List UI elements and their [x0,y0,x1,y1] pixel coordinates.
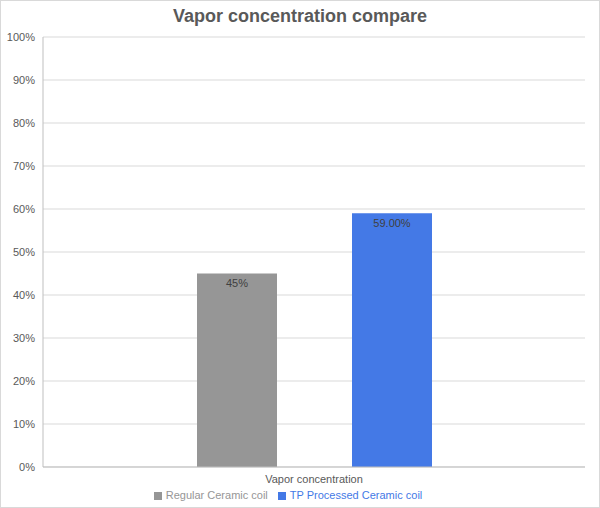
svg-text:40%: 40% [13,289,35,301]
svg-text:30%: 30% [13,332,35,344]
html-text:TP Processed Ceramic coil: TP Processed Ceramic coil [289,489,423,501]
svg-text:45%: 45% [226,277,248,289]
svg-text:60%: 60% [13,203,35,215]
svg-text:0%: 0% [19,461,35,473]
html-text:Vapor concentration compare: Vapor concentration compare [173,6,427,26]
svg-text:100%: 100% [8,31,35,43]
svg-text:20%: 20% [13,375,35,387]
svg-text:70%: 70% [13,160,35,172]
svg-text:90%: 90% [13,74,35,86]
svg-text:50%: 50% [13,246,35,258]
svg-text:59.00%: 59.00% [373,217,411,229]
svg-text:10%: 10% [13,418,35,430]
html-text:Regular Ceramic coil: Regular Ceramic coil [165,489,268,501]
svg-text:80%: 80% [13,117,35,129]
svg-text:Vapor concentration: Vapor concentration [265,473,363,485]
